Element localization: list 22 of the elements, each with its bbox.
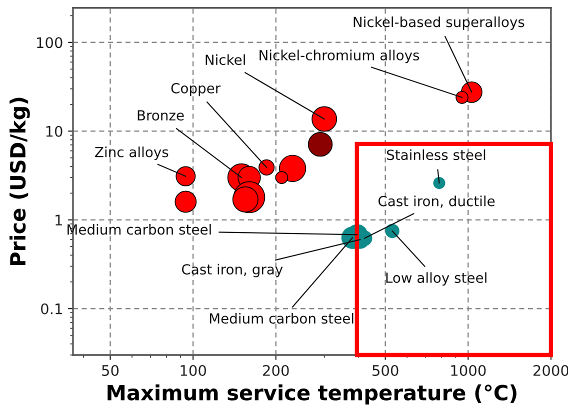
y-tick-label: 1 — [56, 214, 62, 226]
annotation: Nickel — [206, 54, 245, 66]
x-tick-label: 1000 — [451, 364, 486, 376]
x-tick-label: 50 — [102, 364, 119, 376]
annotation: Zinc alloys — [95, 146, 168, 160]
y-tick-label: 100 — [37, 37, 62, 48]
annotation: Cast iron, gray — [182, 264, 283, 278]
annotation: Medium carbon steel — [210, 312, 354, 324]
y-axis-title: Price (USD/kg) — [10, 98, 30, 266]
annotation: Nickel-chromium alloys — [260, 50, 420, 64]
annotation: Stainless steel — [386, 149, 486, 160]
annotation: Nickel-based superalloys — [354, 16, 524, 30]
annotation: Low alloy steel — [386, 272, 486, 286]
x-axis-title: Maximum service temperature (°C) — [108, 384, 516, 405]
annotation: Bronze — [138, 110, 184, 121]
x-tick-label: 200 — [263, 364, 289, 376]
annotation: Copper — [171, 82, 221, 96]
x-tick-label: 100 — [180, 364, 206, 376]
annotation: Cast iron, ductile — [378, 196, 495, 208]
y-tick-label: 0.1 — [41, 303, 62, 314]
y-tick-label: 10 — [46, 126, 62, 137]
x-tick-label: 500 — [372, 364, 398, 376]
